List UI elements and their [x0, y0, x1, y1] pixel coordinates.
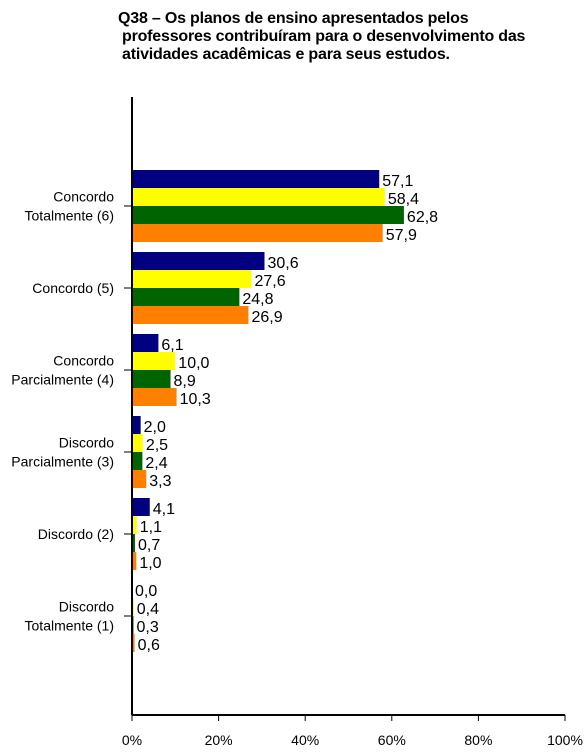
- bar-3-1: [132, 434, 143, 452]
- value-label-5-1: 0,4: [137, 601, 159, 618]
- category-label-2-1: Parcialmente (4): [11, 372, 114, 388]
- value-label-5-0: 0,0: [135, 583, 157, 600]
- value-label-4-2: 0,7: [138, 537, 160, 554]
- x-tick-label-1: 20%: [205, 732, 233, 748]
- value-label-4-0: 4,1: [153, 501, 175, 518]
- value-label-3-3: 3,3: [149, 473, 171, 490]
- value-label-0-2: 62,8: [407, 209, 438, 226]
- category-label-1-0: Concordo (5): [32, 280, 114, 296]
- value-labels-layer: 57,158,462,857,9 30,627,624,826,9 6,110,08…: [135, 173, 438, 654]
- bar-3-2: [132, 452, 143, 470]
- bar-1-2: [132, 288, 240, 306]
- value-label-4-3: 1,0: [139, 555, 161, 572]
- value-label-2-0: 6,1: [161, 337, 183, 354]
- chart-title: Q38 – Os planos de ensino apresentados p…: [118, 10, 578, 64]
- value-label-2-1: 10,0: [178, 355, 209, 372]
- value-label-0-3: 57,9: [386, 227, 417, 244]
- value-label-0-0: 57,1: [382, 173, 413, 190]
- x-tick-label-4: 80%: [464, 732, 492, 748]
- x-tick-label-3: 60%: [378, 732, 406, 748]
- value-label-3-1: 2,5: [146, 437, 168, 454]
- bar-4-2: [132, 534, 136, 552]
- bar-4-3: [132, 552, 137, 570]
- value-label-1-1: 27,6: [255, 273, 286, 290]
- value-label-2-3: 10,3: [180, 391, 211, 408]
- value-label-3-0: 2,0: [144, 419, 166, 436]
- bar-2-3: [132, 388, 177, 406]
- bar-1-1: [132, 270, 252, 288]
- bar-2-2: [132, 370, 171, 388]
- chart-title-line-2: professores contribuíram para o desenvol…: [122, 28, 526, 45]
- value-label-1-0: 30,6: [267, 255, 298, 272]
- bar-5-3: [132, 634, 135, 652]
- category-labels-layer: Concordo Totalmente (6) Concordo (5) Concor…: [11, 189, 132, 634]
- bar-0-1: [132, 188, 385, 206]
- bar-2-1: [132, 352, 176, 370]
- value-label-0-1: 58,4: [388, 191, 419, 208]
- value-label-1-2: 24,8: [242, 291, 273, 308]
- category-label-3-0: Discordo: [59, 435, 114, 451]
- category-label-0-0: Concordo: [53, 189, 114, 205]
- category-label-5-1: Totalmente (1): [25, 618, 114, 634]
- category-label-4-0: Discordo (2): [38, 526, 114, 542]
- category-label-5-0: Discordo: [59, 599, 114, 615]
- x-tick-label-0: 0%: [122, 732, 142, 748]
- chart-title-line-3: atividades acadêmicas e para seus estudo…: [122, 46, 450, 63]
- value-label-2-2: 8,9: [174, 373, 196, 390]
- bar-3-0: [132, 416, 141, 434]
- bar-1-3: [132, 306, 249, 324]
- value-label-1-3: 26,9: [251, 309, 282, 326]
- bar-2-0: [132, 334, 159, 352]
- value-label-4-1: 1,1: [140, 519, 162, 536]
- bar-4-1: [132, 516, 137, 534]
- bars-layer: [132, 170, 404, 652]
- x-axis-ticks: 0% 20% 40% 60% 80% 100%: [122, 715, 583, 748]
- value-label-5-3: 0,6: [138, 637, 160, 654]
- value-label-3-2: 2,4: [145, 455, 167, 472]
- chart-title-line-1: Q38 – Os planos de ensino apresentados p…: [118, 10, 469, 27]
- bar-1-0: [132, 252, 265, 270]
- category-label-2-0: Concordo: [53, 353, 114, 369]
- category-label-0-1: Totalmente (6): [25, 208, 114, 224]
- x-tick-label-5: 100%: [547, 732, 583, 748]
- bar-0-0: [132, 170, 380, 188]
- value-label-5-2: 0,3: [137, 619, 159, 636]
- category-label-3-1: Parcialmente (3): [11, 454, 114, 470]
- bar-0-3: [132, 224, 383, 242]
- bar-0-2: [132, 206, 404, 224]
- bar-3-3: [132, 470, 147, 488]
- x-tick-label-2: 40%: [291, 732, 319, 748]
- bar-4-0: [132, 498, 150, 516]
